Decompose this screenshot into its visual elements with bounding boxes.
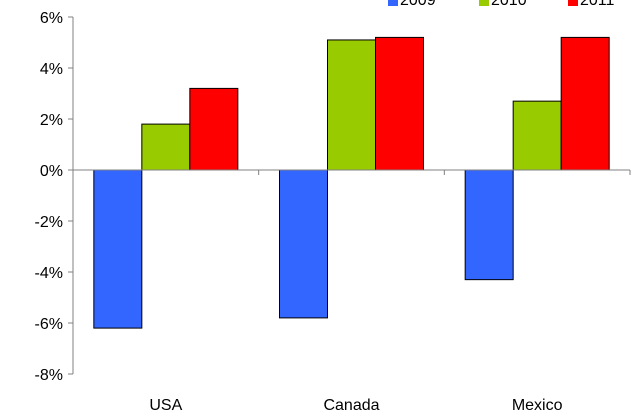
bar-mexico-2010 — [512, 100, 562, 171]
y-tick-label: 4% — [40, 61, 63, 78]
bar-canada-2009 — [279, 169, 328, 319]
legend-swatch-2009 — [388, 0, 398, 6]
chart-legend: 2009 2010 2011 — [388, 0, 615, 9]
y-tick-label: -2% — [35, 214, 63, 231]
bar-usa-2010 — [141, 123, 191, 171]
bar-mexico-2011 — [560, 36, 610, 171]
legend-label-2009: 2009 — [400, 0, 436, 9]
y-tick-label: 2% — [40, 112, 63, 129]
y-tick-label: -8% — [35, 367, 63, 384]
legend-swatch-2010 — [479, 0, 489, 6]
y-tick-label: 0% — [40, 163, 63, 180]
x-tick-label: Mexico — [512, 397, 563, 414]
y-tick-label: 6% — [40, 10, 63, 27]
x-tick-label: USA — [149, 397, 182, 414]
legend-label-2011: 2011 — [580, 0, 615, 9]
x-axis: USA Canada Mexico — [72, 169, 631, 414]
y-tick-label: -4% — [35, 265, 63, 282]
bar-mexico-2009 — [464, 169, 514, 281]
x-tick-label: Canada — [323, 397, 379, 414]
legend-swatch-2011 — [568, 0, 578, 6]
bars-group — [93, 36, 610, 329]
legend-label-2010: 2010 — [491, 0, 527, 9]
bar-usa-2011 — [189, 87, 239, 171]
y-tick-label: -6% — [35, 316, 63, 333]
bar-canada-2010 — [327, 39, 376, 171]
y-axis: 6% 4% 2% 0% -2% -4% -6% -8% — [35, 10, 74, 384]
bar-canada-2011 — [375, 36, 424, 171]
bar-usa-2009 — [93, 169, 143, 329]
